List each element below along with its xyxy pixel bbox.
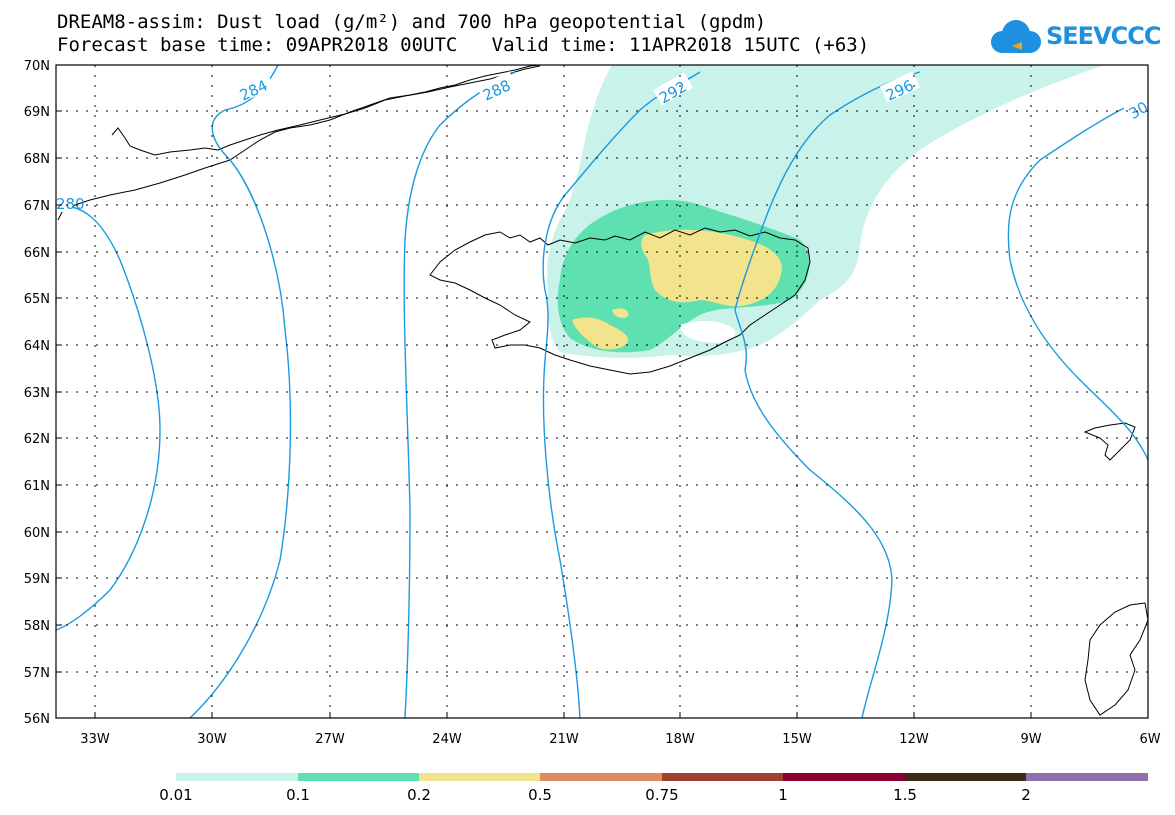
lat-label: 65N [24, 292, 50, 307]
contour-300 [1007, 104, 1149, 461]
graticule [56, 65, 1148, 718]
colorbar-label: 0.75 [645, 786, 678, 804]
geopotential-contours [55, 64, 1149, 719]
contour-label-280: 280 [56, 195, 85, 213]
glacier-area [680, 320, 736, 343]
contour-284 [189, 64, 292, 719]
cloud-logo-icon [991, 20, 1041, 53]
lat-label: 68N [24, 152, 50, 167]
contour-280 [55, 204, 161, 631]
lat-label: 62N [24, 432, 50, 447]
latitude-labels: 70N 69N 68N 67N 66N 65N 64N 63N 62N 61N … [24, 59, 50, 727]
lat-label: 59N [24, 572, 50, 587]
colorbar-swatch [176, 773, 298, 781]
greenland-coast-east [111, 65, 541, 156]
colorbar-swatch [1026, 773, 1148, 781]
colorbar-swatch [419, 773, 540, 781]
colorbar-swatch [540, 773, 662, 781]
lon-label: 6W [1139, 732, 1160, 747]
coastlines [57, 64, 1149, 716]
lon-label: 27W [315, 732, 345, 747]
lat-label: 70N [24, 59, 50, 74]
lat-label: 61N [24, 479, 50, 494]
lat-label: 63N [24, 386, 50, 401]
dust-area-high-2 [572, 317, 629, 350]
colorbar-label: 1 [778, 786, 788, 804]
lon-label: 12W [899, 732, 929, 747]
lat-label: 69N [24, 105, 50, 120]
scotland-coast [1084, 602, 1149, 716]
contour-292 [542, 71, 701, 719]
lat-label: 64N [24, 339, 50, 354]
colorbar-swatch [662, 773, 783, 781]
dust-area-high-3 [612, 308, 629, 318]
colorbar-swatch [905, 773, 1026, 781]
dust-area-high-1 [641, 229, 782, 307]
contour-296 [734, 71, 921, 719]
colorbar-label: 0.2 [407, 786, 431, 804]
colorbar-label: 0.5 [528, 786, 552, 804]
colorbar-swatch [298, 773, 419, 781]
logo-text: SEEVCCC [1046, 22, 1161, 50]
lon-label: 24W [432, 732, 462, 747]
lat-label: 66N [24, 246, 50, 261]
iceland-coast [429, 227, 811, 375]
greenland-coast [57, 64, 541, 221]
axis-ticks [56, 64, 1149, 719]
lon-label: 33W [80, 732, 110, 747]
lon-label: 9W [1020, 732, 1041, 747]
colorbar-label: 1.5 [893, 786, 917, 804]
colorbar-label: 0.01 [159, 786, 192, 804]
title-line-2: Forecast base time: 09APR2018 00UTC Vali… [57, 34, 870, 56]
faroe-coast [1083, 422, 1136, 461]
colorbar-label: 2 [1021, 786, 1031, 804]
lat-label: 57N [24, 666, 50, 681]
title-line-1: DREAM8-assim: Dust load (g/m²) and 700 h… [57, 11, 767, 33]
lon-label: 15W [782, 732, 812, 747]
colorbar-label: 0.1 [286, 786, 310, 804]
lon-label: 30W [197, 732, 227, 747]
lon-label: 18W [665, 732, 695, 747]
lat-label: 67N [24, 199, 50, 214]
dust-load-shading [547, 65, 1105, 358]
lon-label: 21W [549, 732, 579, 747]
colorbar-swatch [783, 773, 905, 781]
lat-label: 56N [24, 712, 50, 727]
longitude-labels: 33W 30W 27W 24W 21W 18W 15W 12W 9W 6W [80, 732, 1160, 747]
colorbar: 0.01 0.1 0.2 0.5 0.75 1 1.5 2 [159, 773, 1148, 804]
contour-288 [403, 71, 516, 719]
lat-label: 60N [24, 526, 50, 541]
lat-label: 58N [24, 619, 50, 634]
